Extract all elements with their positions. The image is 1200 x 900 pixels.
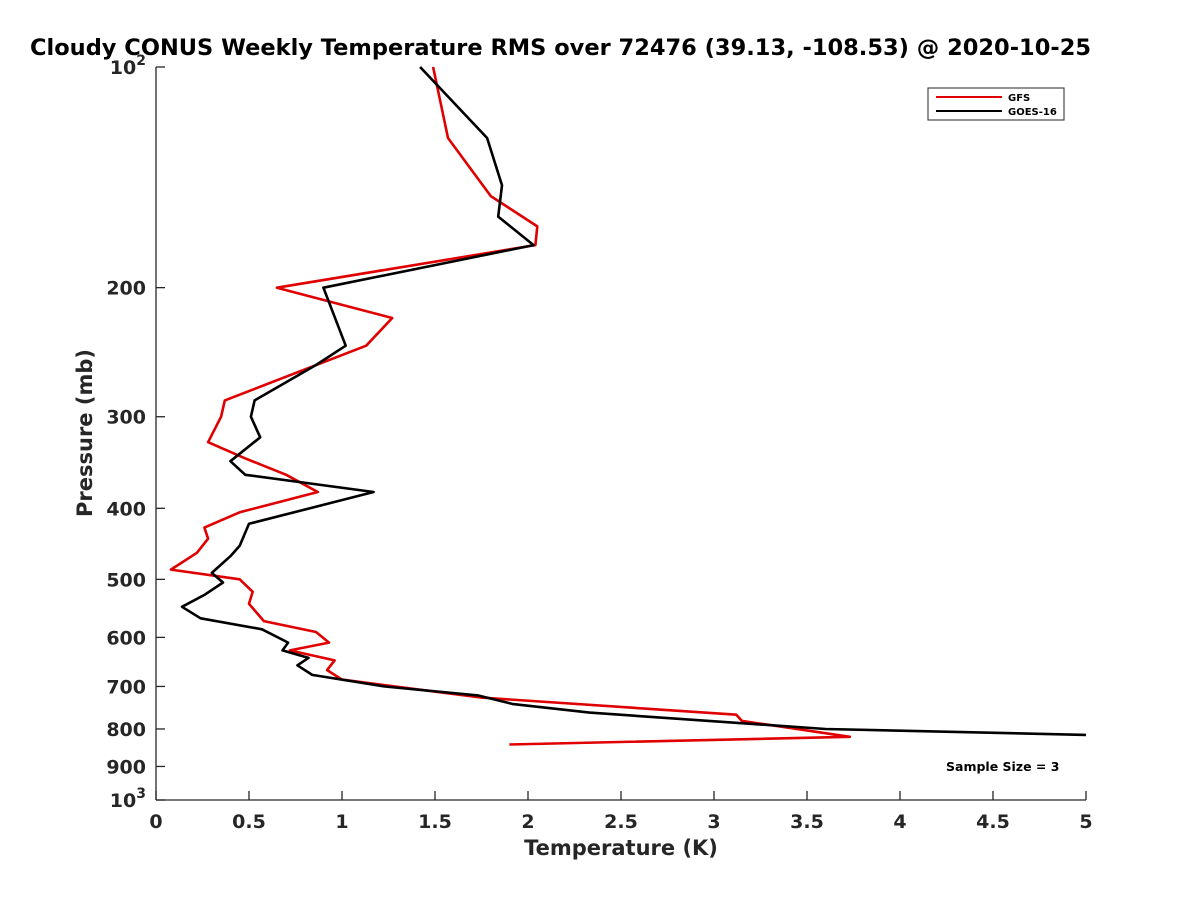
sample-size-annotation: Sample Size = 3 (946, 759, 1059, 774)
y-axis-label: Pressure (mb) (73, 349, 97, 517)
x-tick-label: 2 (521, 811, 534, 833)
x-tick-label: 3.5 (790, 811, 824, 833)
y-tick-label: 700 (106, 676, 146, 698)
y-tick-label: 400 (106, 498, 146, 520)
y-tick-label: 300 (106, 407, 146, 429)
series-line-gfs (169, 66, 852, 746)
y-tick-label: 500 (106, 569, 146, 591)
y-tick-label: 800 (106, 719, 146, 741)
chart-title: Cloudy CONUS Weekly Temperature RMS over… (30, 35, 1091, 61)
y-axis-ticks: 102 200 300 400 500 600 700 800 900 103 (106, 53, 165, 812)
legend-label-goes-16: GOES-16 (1008, 107, 1057, 118)
x-axis-label: Temperature (K) (524, 836, 718, 860)
legend-box (927, 87, 1065, 121)
y-tick-label: 103 (110, 786, 146, 812)
series-line-goes-16 (180, 66, 1087, 737)
x-tick-label: 4.5 (976, 811, 1010, 833)
x-axis-ticks: 0 0.5 1 1.5 2 2.5 3 3.5 4 4.5 5 (149, 791, 1093, 833)
legend: GFS GOES-16 (927, 87, 1065, 121)
x-tick-label: 1 (335, 811, 348, 833)
x-tick-label: 3 (707, 811, 720, 833)
y-tick-label: 102 (110, 53, 146, 79)
y-tick-label: 900 (106, 756, 146, 778)
x-tick-label: 2.5 (604, 811, 638, 833)
x-tick-label: 0.5 (232, 811, 266, 833)
series-lines (169, 66, 1087, 746)
x-tick-label: 5 (1079, 811, 1092, 833)
x-tick-label: 0 (149, 811, 162, 833)
x-tick-label: 1.5 (418, 811, 452, 833)
legend-label-gfs: GFS (1008, 93, 1030, 104)
x-tick-label: 4 (893, 811, 906, 833)
y-tick-label: 600 (106, 627, 146, 649)
y-tick-label: 200 (106, 278, 146, 300)
axes: 0 0.5 1 1.5 2 2.5 3 3.5 4 4.5 5 102 200 300 400 500 600… (106, 53, 1092, 833)
plot-area (169, 66, 1087, 746)
